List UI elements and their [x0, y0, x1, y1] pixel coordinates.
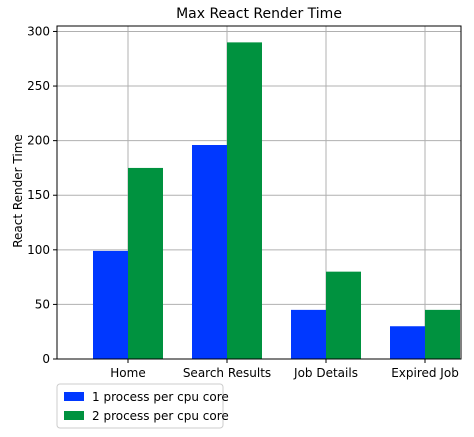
bar-2-expired-job [425, 309, 460, 359]
x-tick-label: Search Results [183, 366, 271, 380]
legend-swatch [64, 392, 84, 401]
chart-title: Max React Render Time [176, 6, 342, 22]
bar-2-job-details [326, 271, 361, 359]
x-tick-label: Expired Job [391, 366, 459, 380]
x-ticks: Home Search Results Job Details Expired Job [110, 359, 459, 380]
y-tick-label: 200 [27, 134, 50, 148]
legend-label: 2 process per cpu core [92, 409, 229, 423]
y-tick-label: 300 [27, 24, 50, 38]
legend-box [56, 383, 224, 429]
bar-2-search-results [227, 42, 262, 360]
plot-frame [56, 25, 462, 360]
y-tick-label: 250 [27, 79, 50, 93]
bars [93, 42, 460, 360]
legend-swatch [64, 411, 84, 420]
y-axis-title: React Render Time [11, 134, 25, 248]
y-tick-label: 150 [27, 188, 50, 202]
y-ticks: 0 50 100 150 200 250 300 [27, 24, 57, 366]
bar-1-home [93, 250, 128, 359]
x-tick-label: Home [110, 366, 145, 380]
legend-label: 1 process per cpu core [92, 390, 229, 404]
bar-1-job-details [291, 309, 326, 359]
legend: 1 process per cpu core 2 process per cpu … [56, 383, 229, 429]
x-tick-label: Job Details [293, 366, 358, 380]
y-tick-label: 0 [42, 352, 50, 366]
bar-1-search-results [192, 145, 227, 359]
bar-1-expired-job [390, 326, 425, 359]
bar-2-home [128, 167, 163, 359]
y-tick-label: 100 [27, 243, 50, 257]
y-tick-label: 50 [35, 297, 50, 311]
axes [56, 25, 462, 360]
